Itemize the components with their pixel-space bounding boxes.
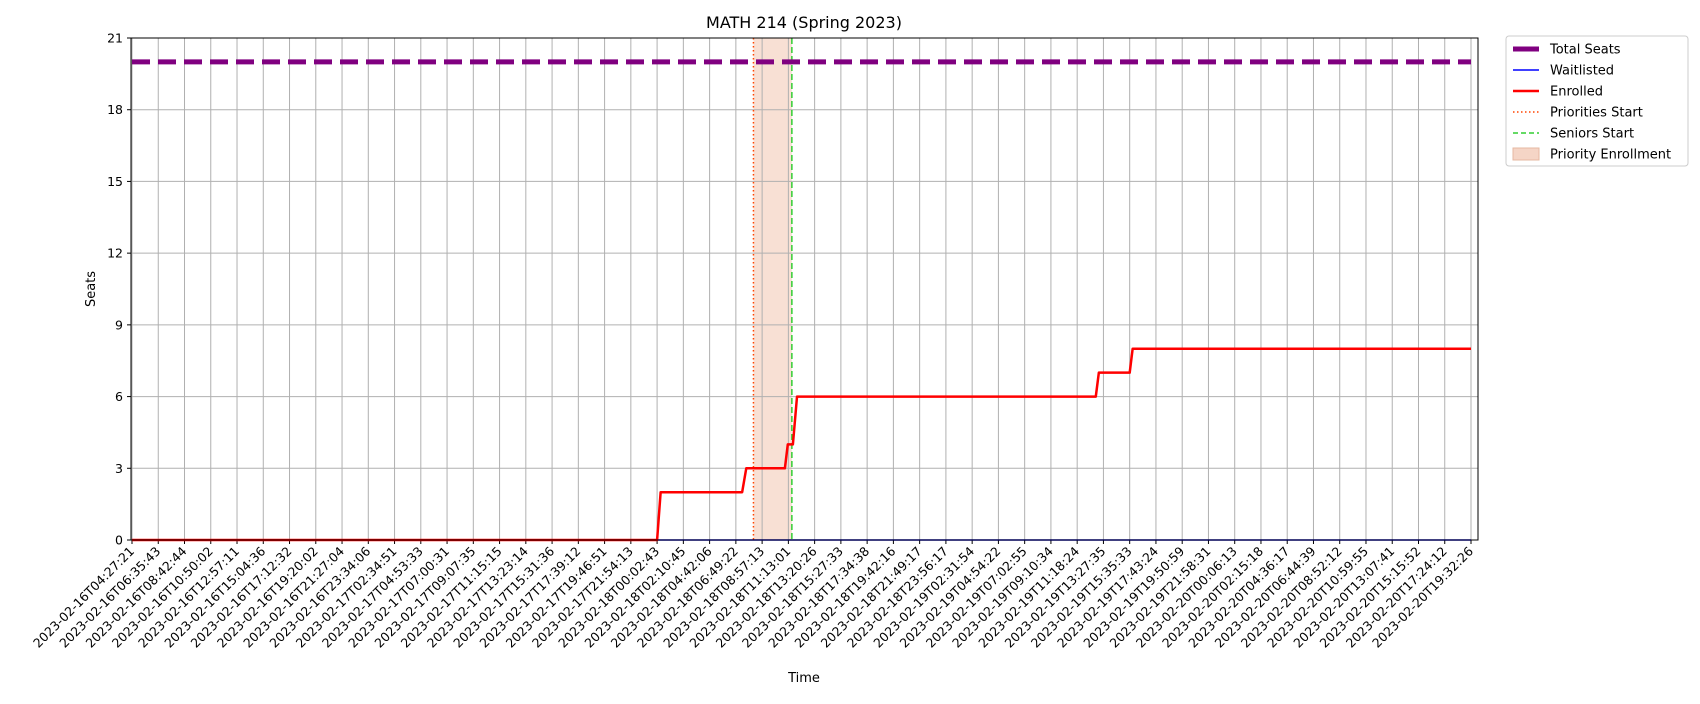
x-axis-label: Time xyxy=(787,671,820,686)
series-line xyxy=(132,347,1471,542)
y-tick-label: 6 xyxy=(115,389,123,404)
legend-label: Enrolled xyxy=(1550,85,1603,100)
chart-title: MATH 214 (Spring 2023) xyxy=(706,13,902,32)
legend-label: Total Seats xyxy=(1549,43,1621,58)
y-tick-label: 9 xyxy=(115,317,123,332)
y-tick-label: 12 xyxy=(107,246,123,261)
legend-label: Waitlisted xyxy=(1550,64,1614,79)
y-tick-label: 18 xyxy=(107,102,123,117)
legend: Total Seats Waitlisted Enrolled Priorities … xyxy=(1505,35,1689,167)
y-axis-label: Seats xyxy=(84,271,99,307)
legend-label: Priorities Start xyxy=(1550,106,1643,121)
plot-frame xyxy=(130,37,1479,541)
plot-area: 2023-02-16T04:27:212023-02-16T06:35:4320… xyxy=(30,31,1479,651)
y-tick-label: 0 xyxy=(115,533,123,548)
legend-label: Priority Enrollment xyxy=(1550,148,1671,163)
y-tick-label: 15 xyxy=(107,174,123,189)
y-tick-label: 21 xyxy=(107,31,123,46)
legend-box xyxy=(1505,35,1689,167)
legend-swatch xyxy=(1512,147,1540,161)
y-tick-label: 3 xyxy=(115,461,123,476)
legend-label: Seniors Start xyxy=(1550,127,1634,142)
